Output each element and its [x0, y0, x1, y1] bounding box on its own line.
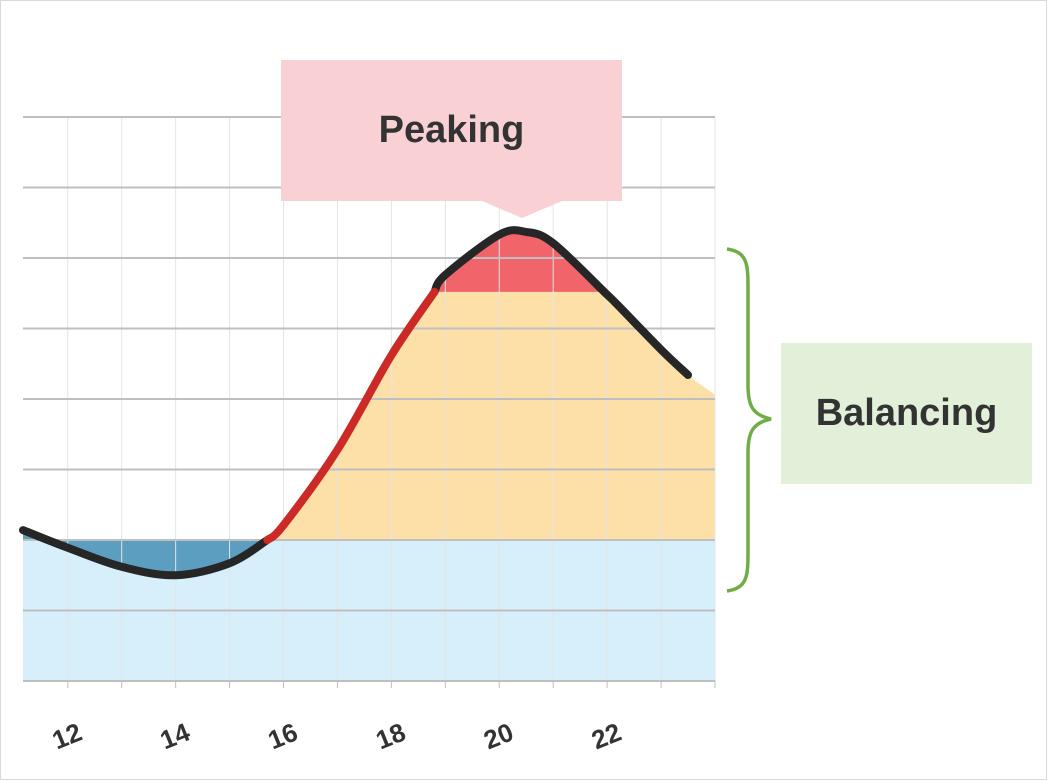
line	[263, 287, 439, 544]
area	[434, 230, 608, 295]
lines	[19, 226, 693, 580]
area	[23, 530, 268, 576]
line	[430, 226, 693, 380]
annotation-pointer	[482, 201, 562, 218]
line	[19, 526, 272, 580]
grid	[23, 116, 716, 688]
annotation-label: Balancing	[816, 392, 998, 434]
brace	[726, 247, 772, 593]
annotation-label: Peaking	[379, 109, 525, 151]
annotation-box	[781, 343, 1032, 484]
annotations: Peaking Balancing	[281, 60, 1032, 484]
area	[267, 287, 715, 540]
annotation-box	[281, 60, 622, 201]
